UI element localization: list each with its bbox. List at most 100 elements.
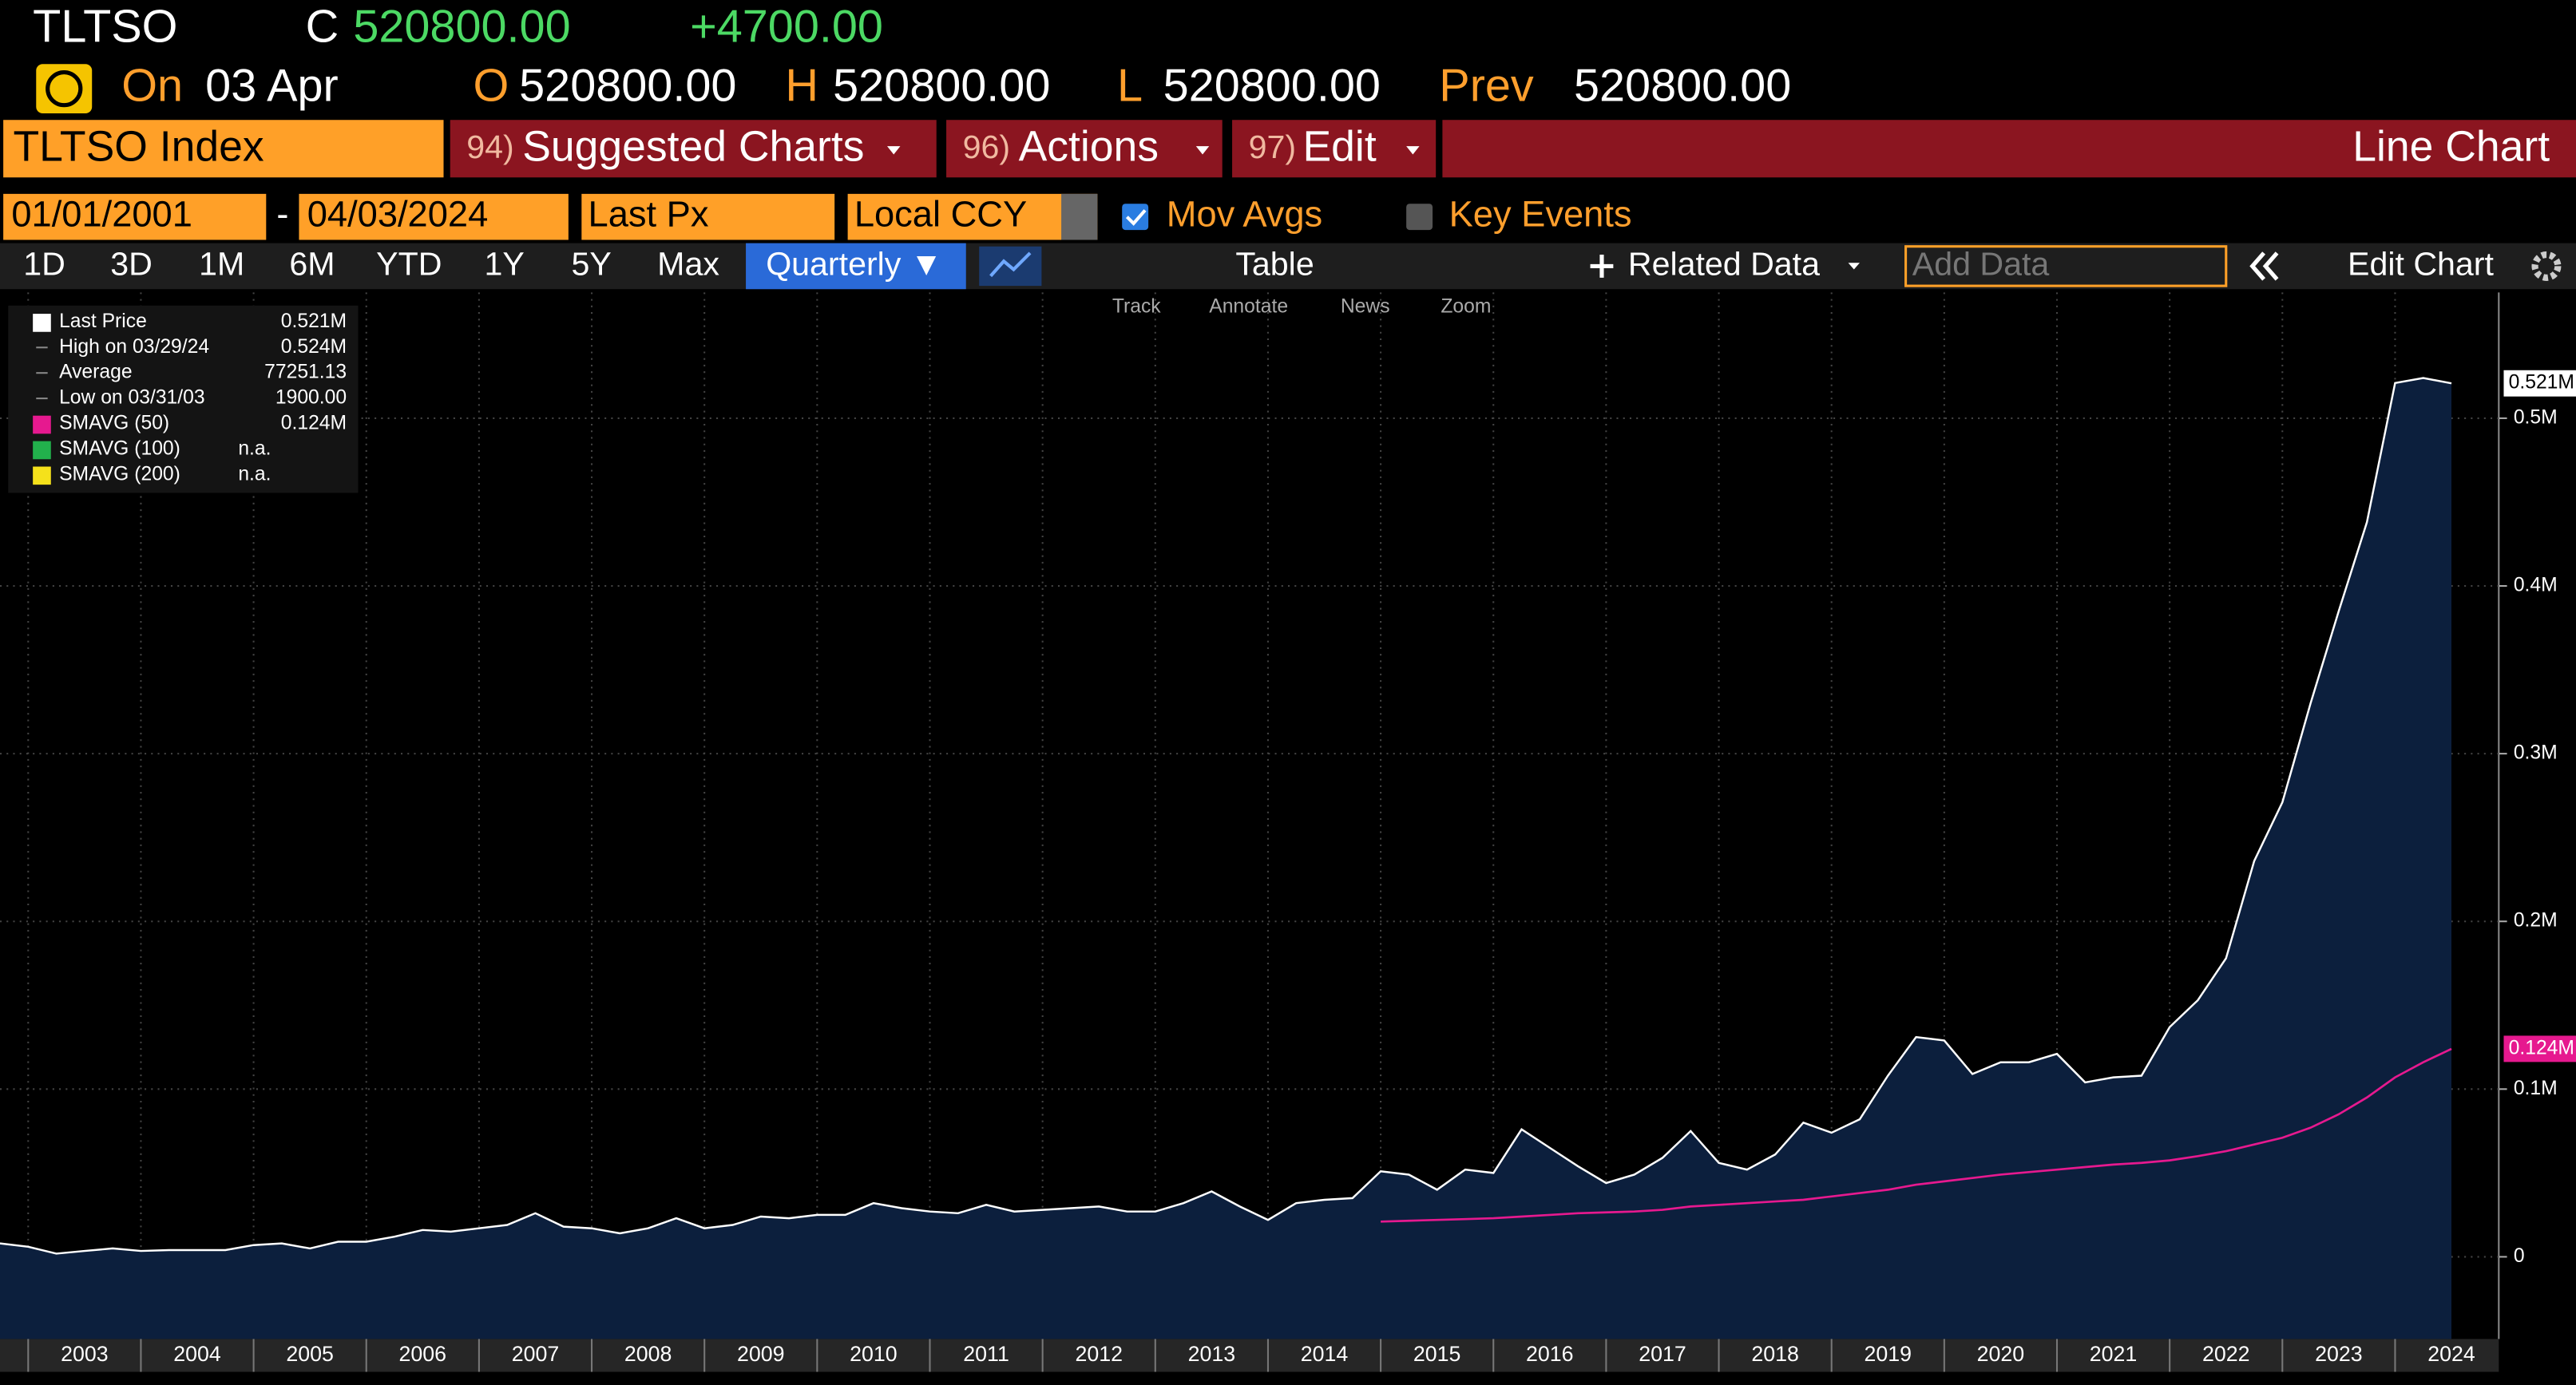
legend-name: SMAVG (50) (59, 413, 169, 434)
chart-type-bar (1442, 120, 2576, 178)
legend-swatch (33, 441, 51, 460)
area (0, 378, 2452, 1339)
close-label: C (306, 1, 339, 52)
period-button[interactable]: 1D (23, 245, 65, 282)
key-events-checkbox[interactable] (1406, 204, 1433, 231)
table-button[interactable]: Table (1235, 245, 1314, 282)
open-label: O (474, 60, 509, 111)
last-value-tag (2503, 1035, 2576, 1062)
security: TLTSO Index (13, 123, 264, 170)
period-button[interactable]: 1M (199, 245, 244, 282)
y-tick-label: 0.5M (2514, 406, 2558, 428)
x-tick-label: 2006 (399, 1342, 447, 1366)
x-tick-label: 2014 (1301, 1342, 1349, 1366)
period-button[interactable]: 3D (110, 245, 153, 282)
x-tick-label: 2019 (1865, 1342, 1912, 1366)
plot (0, 292, 2499, 1339)
end-date-box[interactable] (299, 193, 569, 240)
menu-label: Actions (1019, 123, 1159, 170)
currency-box[interactable] (847, 193, 1098, 240)
prev-label: Prev (1439, 60, 1534, 111)
x-tick-label: 2021 (2090, 1342, 2138, 1366)
menu-arrow (1195, 146, 1210, 155)
alert-icon-dial (46, 69, 83, 108)
x-tick-label: 2013 (1188, 1342, 1236, 1366)
low-price: 520800.00 (1163, 60, 1381, 111)
x-tick-label: 2010 (850, 1342, 898, 1366)
chart-type: Line Chart (2352, 123, 2550, 170)
alert-icon[interactable] (36, 64, 93, 114)
last-value-tag (2503, 370, 2576, 397)
legend-swatch (33, 466, 51, 485)
frequency: Quarterly ▼ (766, 245, 942, 282)
start-date-box[interactable] (3, 193, 267, 240)
x-tick-label: 2012 (1075, 1342, 1123, 1366)
x-tick-label: 2022 (2202, 1342, 2250, 1366)
legend-value: 1900.00 (275, 387, 347, 409)
legend-name: Average (59, 362, 132, 383)
y-tick-label: 0 (2514, 1245, 2525, 1267)
close-price: 520800.00 (353, 1, 570, 52)
menu-key: 97) (1249, 129, 1296, 165)
x-tick-label: 2024 (2427, 1342, 2475, 1366)
y-tick-label: 0.2M (2514, 910, 2558, 932)
period-button[interactable]: YTD (376, 245, 442, 282)
x-tick-label: 2015 (1413, 1342, 1461, 1366)
x-tick-label: 2018 (1751, 1342, 1799, 1366)
x-tick-label: 2007 (512, 1342, 560, 1366)
line (0, 377, 2452, 1255)
on-label: On (121, 60, 183, 111)
low-label: L (1117, 60, 1143, 111)
x-tick-label: 2003 (61, 1342, 109, 1366)
legend-name: SMAVG (100) (59, 437, 180, 459)
last-value-label: 0.521M (2509, 372, 2574, 394)
period-button[interactable]: Max (657, 245, 719, 282)
add-data: Add Data (1912, 245, 2050, 282)
field-box[interactable] (581, 193, 835, 240)
period-bar (0, 243, 2576, 290)
add-data-box[interactable] (1904, 245, 2228, 287)
line (1381, 1047, 2452, 1223)
prev-price: 520800.00 (1574, 60, 1791, 111)
currency-dropdown[interactable] (1061, 193, 1098, 240)
security-box[interactable] (3, 120, 444, 178)
chart-tool[interactable]: News (1341, 295, 1390, 317)
last-value-label: 0.124M (2509, 1037, 2574, 1059)
mov-avgs-checkbox[interactable] (1122, 204, 1149, 231)
y-tick-label: 0.3M (2514, 742, 2558, 764)
edit-chart: Edit Chart (2348, 245, 2494, 282)
end-date: 04/03/2024 (307, 194, 489, 235)
chart-tool[interactable]: Annotate (1209, 295, 1288, 317)
x-tick-label: 2008 (624, 1342, 672, 1366)
legend-name: High on 03/29/24 (59, 336, 209, 358)
frequency-button[interactable] (746, 243, 966, 290)
legend-swatch (33, 314, 51, 332)
menu-label: Suggested Charts (522, 123, 864, 170)
legend-swatch (33, 415, 51, 434)
mov-avgs: Mov Avgs (1167, 194, 1322, 235)
chart-tool[interactable]: Track (1112, 295, 1161, 317)
check-mark (1125, 209, 1147, 226)
menu-arrow (886, 146, 901, 155)
period-button[interactable]: 1Y (484, 245, 524, 282)
start-date: 01/01/2001 (11, 194, 192, 235)
x-tick-label: 2023 (2315, 1342, 2363, 1366)
quote-date: 03 Apr (205, 60, 339, 111)
period-button[interactable]: 5Y (572, 245, 612, 282)
ticker: TLTSO (33, 1, 177, 52)
legend-value: 77251.13 (264, 362, 347, 383)
high-price: 520800.00 (833, 60, 1050, 111)
x-tick-label: 2011 (963, 1342, 1009, 1366)
chart-tool[interactable]: Zoom (1441, 295, 1491, 317)
legend-value: n.a. (238, 437, 271, 459)
x-tick-label: 2009 (737, 1342, 785, 1366)
menu-edit[interactable] (1232, 120, 1437, 178)
legend-name: SMAVG (200) (59, 463, 180, 485)
period-button[interactable]: 6M (289, 245, 335, 282)
menu-actions[interactable] (946, 120, 1223, 178)
menu-suggested[interactable] (450, 120, 937, 178)
legend-name: Low on 03/31/03 (59, 387, 205, 409)
settings-icon (2531, 251, 2562, 281)
